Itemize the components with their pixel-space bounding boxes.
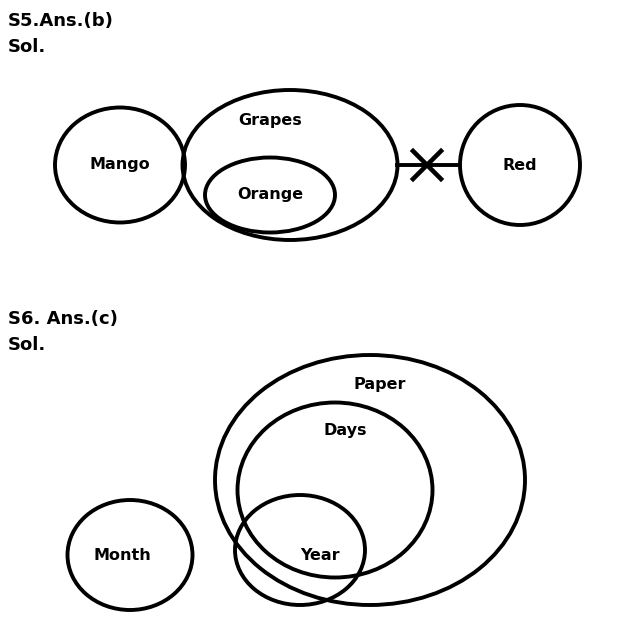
- Text: Days: Days: [323, 423, 367, 438]
- Text: Paper: Paper: [353, 377, 406, 393]
- Text: Sol.: Sol.: [8, 38, 46, 56]
- Text: Orange: Orange: [237, 187, 303, 203]
- Text: Red: Red: [503, 157, 537, 172]
- Text: S5.Ans.(b): S5.Ans.(b): [8, 12, 114, 30]
- Text: S6. Ans.(c): S6. Ans.(c): [8, 310, 118, 328]
- Text: Sol.: Sol.: [8, 336, 46, 354]
- Text: Month: Month: [93, 547, 151, 562]
- Text: Year: Year: [300, 547, 340, 562]
- Text: Mango: Mango: [89, 157, 151, 172]
- Text: Grapes: Grapes: [238, 112, 302, 127]
